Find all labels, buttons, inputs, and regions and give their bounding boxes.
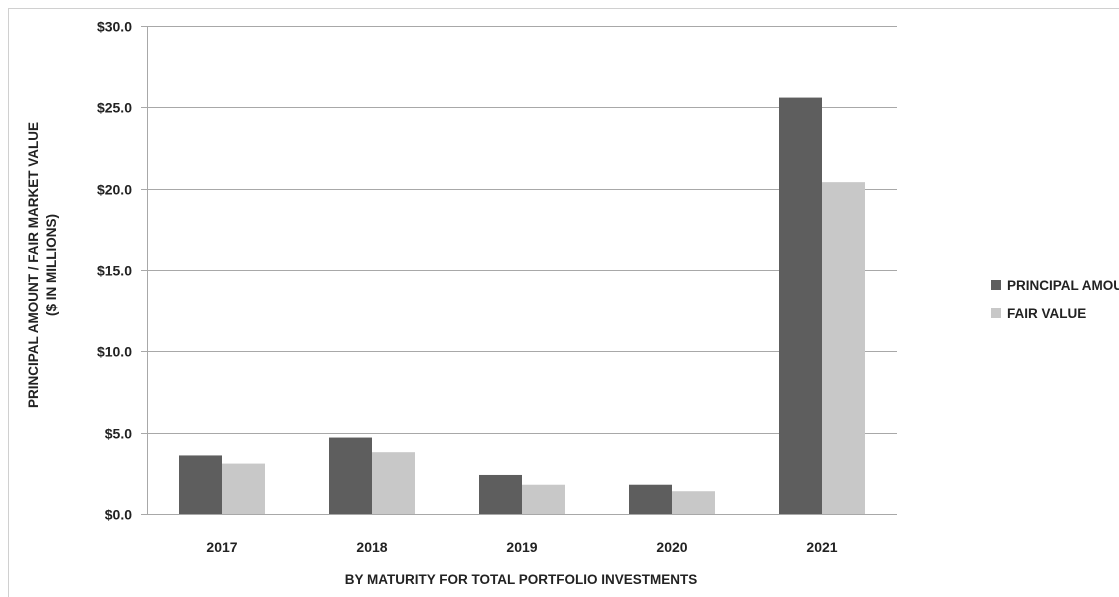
y-axis-tick-labels: $0.0 $5.0 $10.0 $15.0 $20.0 $25.0 $30.0 [97, 19, 132, 523]
y-axis-title: PRINCIPAL AMOUNT / FAIR MARKET VALUE ($ … [26, 122, 59, 408]
x-tick-label: 2021 [806, 539, 837, 555]
x-tick-label: 2020 [656, 539, 687, 555]
y-tick-label: $0.0 [105, 507, 132, 523]
bar-principal-amount-2018 [329, 437, 372, 514]
y-tick-label: $5.0 [105, 426, 132, 442]
chart-frame [8, 8, 1119, 597]
bars [179, 97, 865, 514]
bar-principal-amount-2020 [629, 484, 672, 514]
y-tick-label: $30.0 [97, 19, 132, 35]
y-tick-label: $25.0 [97, 100, 132, 116]
bar-fair-value-2019 [522, 484, 565, 514]
legend: PRINCIPAL AMOUNT FAIR VALUE [991, 278, 1119, 321]
y-axis-title-line-2: ($ IN MILLIONS) [44, 214, 59, 316]
legend-label-principal-amount: PRINCIPAL AMOUNT [1007, 278, 1119, 293]
legend-swatch-principal-amount [991, 280, 1001, 290]
bar-principal-amount-2017 [179, 455, 222, 514]
bar-principal-amount-2019 [479, 474, 522, 514]
x-axis-title: BY MATURITY FOR TOTAL PORTFOLIO INVESTME… [345, 572, 698, 587]
gridlines [141, 26, 897, 515]
legend-label-fair-value: FAIR VALUE [1007, 306, 1086, 321]
y-tick-label: $10.0 [97, 344, 132, 360]
y-axis-title-line-1: PRINCIPAL AMOUNT / FAIR MARKET VALUE [26, 122, 41, 408]
x-tick-label: 2018 [356, 539, 387, 555]
x-tick-label: 2019 [506, 539, 537, 555]
y-tick-label: $20.0 [97, 182, 132, 198]
y-tick-label: $15.0 [97, 263, 132, 279]
x-tick-label: 2017 [206, 539, 237, 555]
bar-fair-value-2018 [372, 452, 415, 514]
bar-fair-value-2021 [822, 182, 865, 514]
legend-swatch-fair-value [991, 308, 1001, 318]
x-axis-tick-labels: 2017 2018 2019 2020 2021 [206, 539, 837, 555]
bar-principal-amount-2021 [779, 97, 822, 514]
bar-fair-value-2020 [672, 491, 715, 514]
bar-fair-value-2017 [222, 463, 265, 514]
